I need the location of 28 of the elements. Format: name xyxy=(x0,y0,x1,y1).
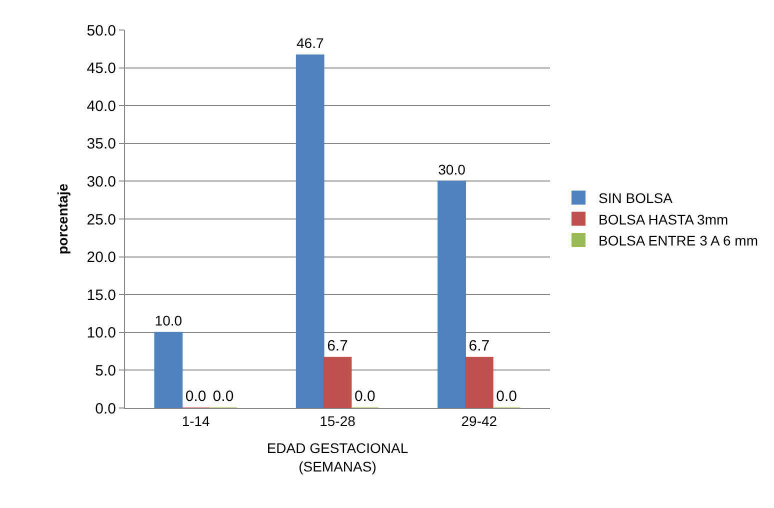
x-tick-label: 29-42 xyxy=(461,412,498,429)
legend-label: BOLSA ENTRE 3 A 6 mm xyxy=(598,232,758,248)
y-tick-label: 40.0 xyxy=(86,98,116,115)
data-label: 0.0 xyxy=(212,388,234,405)
data-label: 6.7 xyxy=(327,337,348,354)
y-tick-label: 20.0 xyxy=(86,249,116,266)
y-tick-label: 35.0 xyxy=(86,136,116,153)
y-tick-label: 15.0 xyxy=(86,286,116,304)
data-label: 0.0 xyxy=(496,388,517,405)
x-tick-label: 1-14 xyxy=(182,412,210,429)
legend-label: BOLSA HASTA 3mm xyxy=(598,211,728,228)
y-tick-label: 10.0 xyxy=(86,324,116,342)
data-label: 10.0 xyxy=(154,312,182,329)
x-tick-label: 15-28 xyxy=(320,412,356,429)
y-tick-label: 50.0 xyxy=(86,22,116,40)
y-tick-label: 30.0 xyxy=(86,173,116,190)
y-tick-label: 25.0 xyxy=(86,211,116,228)
x-axis-title: EDAD GESTACIONAL (SEMANAS) xyxy=(266,440,408,474)
data-label: 0.0 xyxy=(185,388,206,405)
y-tick-label: 5.0 xyxy=(95,362,116,380)
legend-label: SIN BOLSA xyxy=(598,190,674,206)
y-axis-title: porcentaje xyxy=(54,183,70,254)
y-tick-label: 45.0 xyxy=(86,60,116,78)
data-label: 6.7 xyxy=(468,337,490,354)
data-label: 46.7 xyxy=(296,35,324,52)
y-tick-label: 0.0 xyxy=(95,400,116,418)
data-label: 0.0 xyxy=(354,388,376,405)
data-label: 30.0 xyxy=(438,161,466,178)
